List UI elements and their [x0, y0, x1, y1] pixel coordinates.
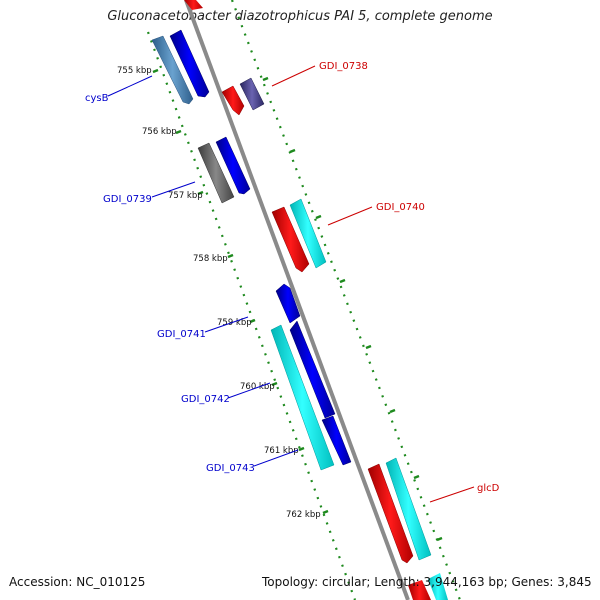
left-tick-guide: [146, 31, 357, 600]
label-glcD: glcD: [477, 483, 500, 494]
gene-blue-0739[interactable]: [215, 136, 251, 195]
label-GDI_0739: GDI_0739: [103, 194, 152, 205]
top-red-gene[interactable]: [184, 0, 203, 10]
leader-GDI_0741: [204, 316, 249, 333]
tick-label-756: 756 kbp: [142, 127, 177, 137]
gene-glcD-red[interactable]: [367, 463, 414, 564]
right-tick-guide: [230, 0, 462, 600]
gene-blue-upper[interactable]: [169, 29, 210, 98]
gene-purple[interactable]: [239, 77, 265, 111]
topology-text: Topology: circular; Length: 3,944,163 bp…: [262, 575, 592, 589]
left-major-ticks: [152, 68, 329, 515]
leader-GDI_0742: [227, 382, 271, 399]
right-major-ticks: [262, 76, 443, 542]
gene-blue-long[interactable]: [289, 320, 336, 419]
gene-GDI_0739-arrow[interactable]: [197, 142, 235, 204]
gene-GDI_0738-arrow[interactable]: [221, 85, 245, 116]
leader-GDI_0743: [253, 449, 299, 467]
leader-GDI_0739: [151, 181, 196, 198]
tick-label-757: 757 kbp: [168, 191, 203, 201]
gene-GDI_0741-arrow[interactable]: [275, 283, 301, 324]
gene-GDI_0740-arrow[interactable]: [289, 198, 327, 269]
genome-backbone: [184, 0, 410, 600]
gene-cysB-arrow[interactable]: [151, 35, 194, 105]
label-leaders: [107, 65, 475, 503]
gene-labels: cysB GDI_0739 GDI_0741 GDI_0742 GDI_0743…: [85, 61, 500, 494]
tick-label-761: 761 kbp: [264, 446, 299, 456]
gene-GDI_0743-arrow[interactable]: [321, 415, 352, 466]
label-cysB: cysB: [85, 93, 109, 104]
gene-GDI_0742-arrow[interactable]: [270, 324, 335, 471]
gene-glcD-arrow[interactable]: [385, 457, 432, 561]
map-title: Gluconacetobacter diazotrophicus PAI 5, …: [107, 9, 493, 24]
tick-label-758: 758 kbp: [193, 254, 228, 264]
leader-glcD: [429, 486, 475, 503]
leader-GDI_0738: [271, 65, 316, 87]
label-GDI_0738: GDI_0738: [319, 61, 368, 72]
leader-cysB: [107, 75, 153, 97]
label-GDI_0740: GDI_0740: [376, 202, 425, 213]
leader-GDI_0740: [327, 206, 373, 226]
label-GDI_0742: GDI_0742: [181, 394, 230, 405]
tick-label-759: 759 kbp: [217, 318, 252, 328]
label-GDI_0741: GDI_0741: [157, 329, 206, 340]
bottom-cyan-gene[interactable]: [428, 573, 448, 600]
gene-GDI_0740-red[interactable]: [271, 206, 310, 273]
bottom-red-gene[interactable]: [408, 580, 431, 600]
tick-label-762: 762 kbp: [286, 510, 321, 520]
label-GDI_0743: GDI_0743: [206, 463, 255, 474]
accession-text: Accession: NC_010125: [9, 575, 146, 589]
tick-label-755: 755 kbp: [117, 66, 152, 76]
